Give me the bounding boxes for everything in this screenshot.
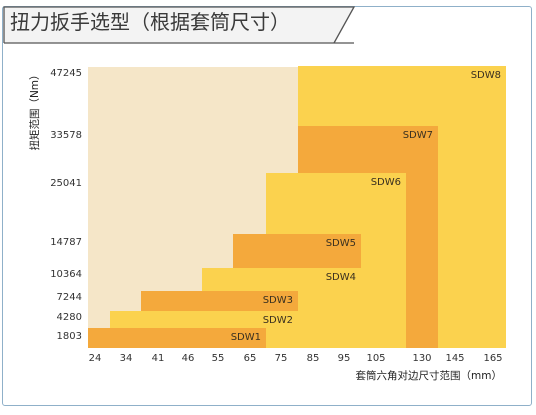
bar-label-sdw3: SDW3 [263, 295, 293, 306]
y-tick-label: 1803 [57, 331, 82, 342]
x-tick-label: 75 [275, 353, 288, 364]
x-tick-label: 34 [120, 353, 133, 364]
bar-label-sdw8: SDW8 [471, 70, 501, 81]
bar-label-sdw5: SDW5 [326, 238, 356, 249]
y-tick-label: 33578 [50, 130, 82, 141]
y-tick-label: 14787 [50, 237, 82, 248]
bar-label-sdw2: SDW2 [263, 315, 293, 326]
x-tick-label: 65 [244, 353, 257, 364]
x-tick-label: 85 [307, 353, 320, 364]
x-axis-ticks: 24 34 41 46 55 65 75 85 95 105 130 145 165 [89, 353, 503, 364]
x-tick-label: 24 [89, 353, 102, 364]
x-axis-title: 套筒六角对边尺寸范围（mm） [356, 369, 502, 382]
y-tick-label: 7244 [57, 292, 82, 303]
bar-label-sdw4: SDW4 [326, 272, 356, 283]
bar-label-sdw6: SDW6 [371, 177, 401, 188]
x-tick-label: 165 [483, 353, 502, 364]
bar-label-sdw7: SDW7 [403, 130, 433, 141]
y-tick-label: 47245 [50, 68, 82, 79]
y-tick-label: 25041 [50, 178, 82, 189]
y-tick-label: 4280 [57, 312, 82, 323]
bar-label-sdw1: SDW1 [231, 332, 261, 343]
x-tick-label: 105 [366, 353, 385, 364]
bar-sdw1 [88, 328, 266, 348]
x-tick-label: 95 [338, 353, 351, 364]
y-axis-title: 扭矩范围（Nm） [28, 69, 41, 150]
x-tick-label: 130 [412, 353, 431, 364]
title-tab [3, 6, 356, 44]
x-tick-label: 41 [152, 353, 165, 364]
x-tick-label: 55 [212, 353, 225, 364]
chart-title: 扭力扳手选型（根据套筒尺寸） [10, 10, 290, 34]
x-tick-label: 145 [445, 353, 464, 364]
y-tick-label: 10364 [50, 269, 82, 280]
y-axis-ticks: 1803 4280 7244 10364 14787 25041 33578 47245 [50, 68, 82, 342]
x-tick-label: 46 [182, 353, 195, 364]
bars-layer [88, 66, 506, 348]
